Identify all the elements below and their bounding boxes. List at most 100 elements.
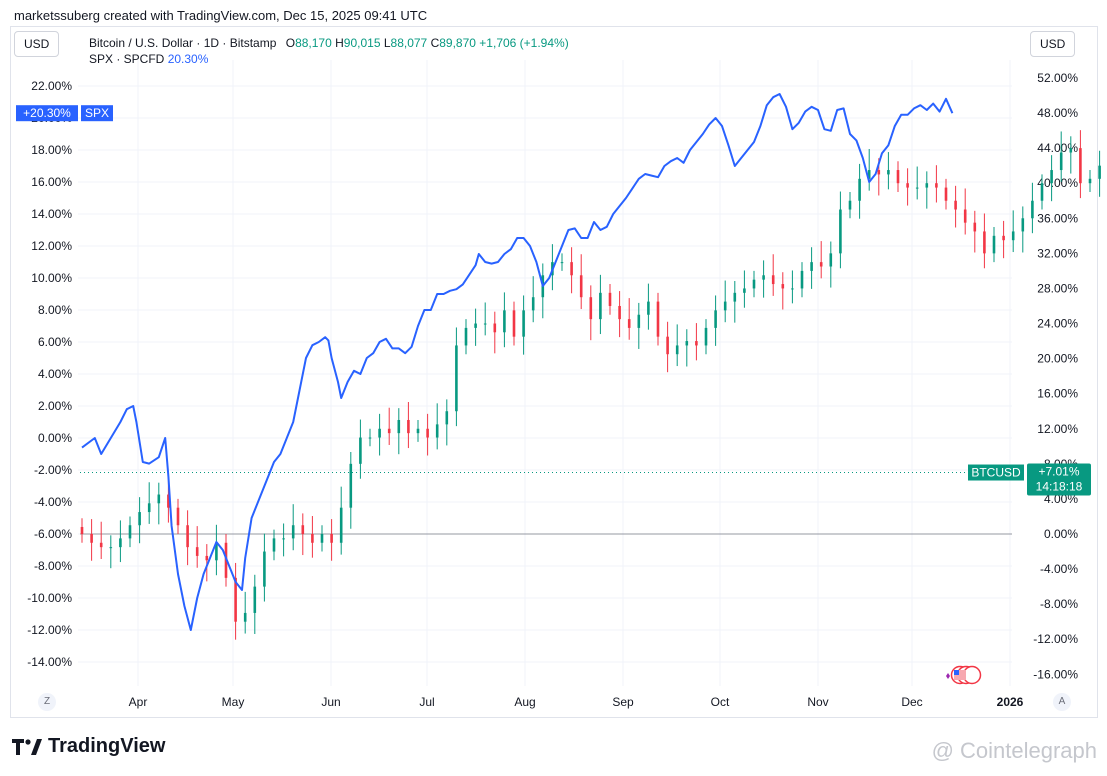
- zoom-reset-button[interactable]: Z: [38, 693, 56, 711]
- btc-candle: [147, 503, 151, 513]
- auto-scale-button[interactable]: A: [1053, 693, 1071, 711]
- btc-candle: [426, 428, 429, 438]
- symbol-title: Bitcoin / U.S. Dollar · 1D · Bitstamp: [89, 36, 277, 50]
- x-axis-label: Aug: [514, 695, 535, 709]
- btc-candle: [733, 292, 737, 302]
- btc-candle: [656, 301, 660, 337]
- open-label: O: [285, 36, 296, 50]
- left-axis-tick: -14.00%: [27, 655, 72, 669]
- btc-candle: [1050, 170, 1053, 184]
- btc-candle: [167, 494, 170, 508]
- us-flag-icon: [962, 665, 982, 685]
- btc-candle: [301, 525, 305, 534]
- btc-candle: [906, 183, 909, 188]
- btc-candle: [867, 170, 871, 179]
- btc-candle: [311, 534, 314, 543]
- btc-candle: [157, 494, 161, 504]
- btc-candle: [359, 437, 362, 464]
- btc-candle: [839, 209, 842, 254]
- btc-candle: [464, 327, 468, 346]
- spx-value-badge-text: +20.30%: [23, 106, 71, 120]
- btc-value-badge-text: +7.01%: [1038, 465, 1079, 479]
- right-axis-tick: 36.00%: [1037, 211, 1078, 225]
- left-axis-tick: 16.00%: [31, 175, 72, 189]
- btc-candle: [829, 253, 833, 267]
- btc-candle: [848, 200, 852, 210]
- btc-candle: [99, 542, 103, 548]
- left-axis-tick: -4.00%: [34, 495, 72, 509]
- right-currency-button[interactable]: USD: [1030, 31, 1076, 57]
- left-axis-tick: -12.00%: [27, 623, 72, 637]
- btc-candle: [368, 437, 372, 439]
- btc-countdown-text: 14:18:18: [1036, 480, 1083, 494]
- btc-candle: [589, 297, 593, 320]
- btc-candle: [963, 209, 967, 223]
- left-axis-tick: 18.00%: [31, 143, 72, 157]
- grid-lines: [78, 60, 1012, 686]
- btc-candle: [1098, 165, 1101, 179]
- left-axis-tick: 4.00%: [38, 367, 72, 381]
- btc-candle: [637, 314, 641, 328]
- btc-candle: [570, 262, 573, 276]
- btc-candle: [896, 170, 900, 184]
- right-axis-tick: -4.00%: [1040, 562, 1078, 576]
- btc-candle: [407, 419, 410, 434]
- btc-candle: [819, 262, 823, 267]
- btc-candle: [109, 547, 113, 549]
- btc-candle: [695, 341, 698, 346]
- btc-candle: [1079, 148, 1082, 184]
- btc-candle: [339, 507, 343, 543]
- sparkle-icon: [946, 673, 950, 679]
- high-label: H: [335, 36, 344, 50]
- btc-candle: [599, 292, 602, 320]
- btc-candle: [503, 310, 506, 333]
- btc-candle: [915, 187, 919, 189]
- btc-candle: [291, 525, 295, 539]
- btc-candle: [954, 200, 957, 210]
- open-value: 88,170: [295, 36, 332, 50]
- btc-candle: [320, 534, 324, 543]
- left-axis-tick: -10.00%: [27, 591, 72, 605]
- btc-candle: [858, 178, 861, 201]
- btc-candles: [80, 130, 1101, 640]
- btc-candle: [1040, 183, 1044, 201]
- btc-name-badge-text: BTCUSD: [971, 466, 1021, 480]
- right-axis-tick: 12.00%: [1037, 422, 1078, 436]
- btc-candle: [579, 275, 583, 298]
- btc-candle: [1088, 178, 1092, 184]
- chart-frame: [10, 26, 1098, 718]
- btc-value-badge: [1027, 463, 1091, 496]
- btc-candle: [205, 555, 209, 561]
- btc-candle: [627, 319, 631, 328]
- main-series-legend[interactable]: Bitcoin / U.S. Dollar · 1D · Bitstamp O8…: [89, 36, 569, 50]
- right-axis-tick: 48.00%: [1037, 106, 1078, 120]
- btc-name-badge: [968, 464, 1024, 481]
- btc-candle: [723, 301, 727, 311]
- btc-candle: [973, 222, 977, 232]
- btc-candle: [1069, 148, 1073, 153]
- btc-candle: [128, 525, 132, 539]
- x-axis-label: 2026: [997, 695, 1024, 709]
- left-axis-tick: -2.00%: [34, 463, 72, 477]
- btc-candle: [791, 288, 794, 290]
- btc-candle: [397, 419, 401, 434]
- high-value: 90,015: [343, 36, 381, 50]
- spx-value: 20.30%: [167, 52, 209, 66]
- left-axis-tick: -6.00%: [34, 527, 72, 541]
- btc-candle: [531, 297, 535, 311]
- btc-candle: [186, 525, 189, 548]
- brand-name: TradingView: [48, 735, 166, 757]
- spx-series-legend[interactable]: SPX · SPCFD 20.30%: [89, 52, 208, 66]
- x-axis-label: Jun: [321, 695, 340, 709]
- btc-candle: [618, 305, 621, 320]
- left-axis-tick: 8.00%: [38, 303, 72, 317]
- left-axis-tick: 2.00%: [38, 399, 72, 413]
- btc-candle: [1002, 235, 1005, 241]
- btc-candle: [263, 551, 266, 587]
- btc-candle: [445, 411, 449, 425]
- btc-candle: [666, 336, 669, 355]
- left-currency-button[interactable]: USD: [14, 31, 60, 57]
- btc-candle: [771, 275, 775, 285]
- right-axis-tick: 44.00%: [1037, 141, 1078, 155]
